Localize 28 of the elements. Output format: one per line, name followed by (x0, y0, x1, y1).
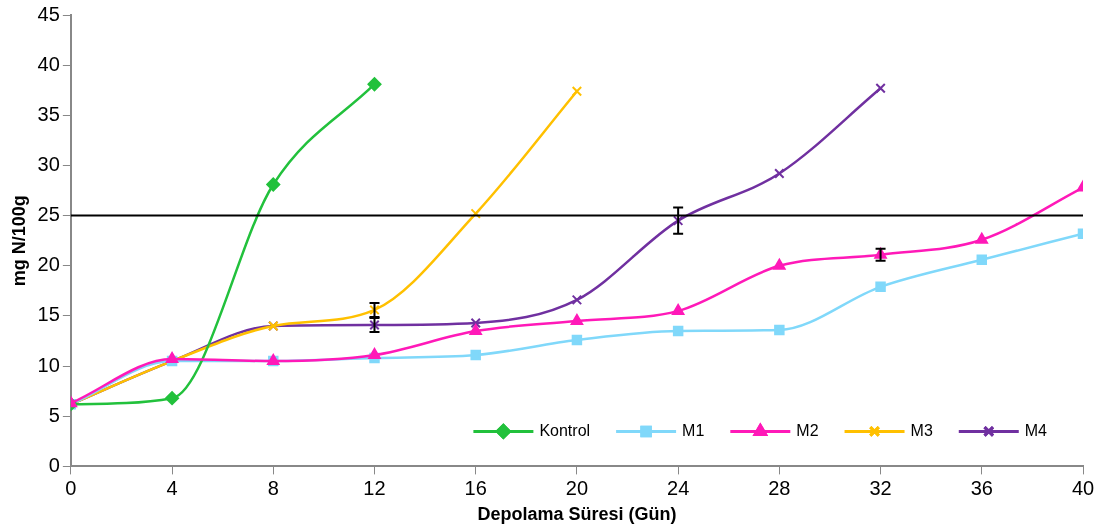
legend-label: M1 (682, 421, 705, 439)
y-tick-label: 25 (37, 203, 60, 226)
x-tick-label: 24 (667, 476, 690, 499)
x-tick-label: 40 (1071, 476, 1095, 499)
y-tick-label: 40 (37, 52, 60, 75)
x-tick-label: 4 (166, 476, 178, 499)
y-tick-label: 30 (37, 152, 60, 175)
x-tick-label: 12 (363, 476, 386, 499)
y-tick-label: 45 (37, 2, 60, 25)
x-tick-label: 32 (869, 476, 892, 499)
x-tick-label: 0 (65, 476, 77, 499)
x-tick-label: 20 (565, 476, 589, 499)
legend-label: M2 (796, 421, 819, 439)
x-tick-label: 16 (464, 476, 487, 499)
y-tick-label: 20 (37, 253, 60, 276)
x-axis-title: Depolama Süresi (Gün) (477, 504, 677, 525)
y-tick-label: 0 (48, 453, 60, 476)
y-tick-label: 5 (48, 403, 60, 426)
legend-label: M4 (1024, 421, 1048, 439)
x-tick-label: 28 (768, 476, 791, 499)
legend-label: Kontrol (539, 421, 591, 439)
y-axis-title: mg N/100g (8, 195, 29, 287)
legend-label: M3 (910, 421, 933, 439)
x-tick-label: 36 (970, 476, 993, 499)
x-tick-label: 8 (267, 476, 279, 499)
y-tick-label: 35 (37, 102, 60, 125)
y-tick-label: 15 (37, 303, 60, 326)
y-tick-label: 10 (37, 353, 60, 376)
